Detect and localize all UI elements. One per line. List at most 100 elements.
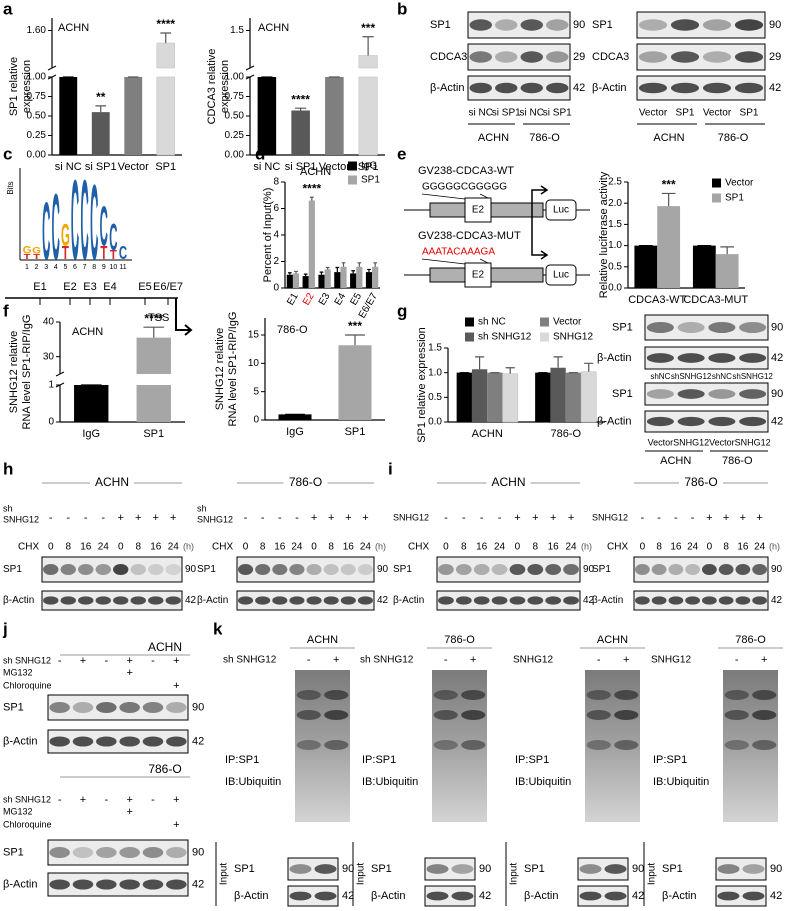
size-label: 29 bbox=[573, 51, 585, 63]
bar bbox=[372, 266, 379, 288]
sign: + bbox=[333, 654, 339, 666]
time-label: 24 bbox=[98, 542, 110, 553]
error-bar bbox=[309, 196, 314, 201]
blot-band bbox=[72, 879, 94, 890]
blot-band bbox=[677, 416, 705, 427]
row-label: β-Actin bbox=[592, 82, 626, 94]
blot-band bbox=[742, 891, 765, 901]
blot bbox=[287, 885, 339, 907]
y-tick-label: 2.5 bbox=[608, 177, 622, 188]
blot-band bbox=[586, 740, 611, 750]
blot-band bbox=[96, 879, 117, 890]
sequence: AAATACAAAGA bbox=[422, 247, 495, 258]
blot-band bbox=[708, 416, 736, 427]
blot-band bbox=[614, 690, 639, 700]
size-label: 42 bbox=[377, 595, 389, 606]
blot-band bbox=[72, 702, 94, 713]
sign: + bbox=[80, 794, 86, 806]
blot-band bbox=[734, 51, 764, 63]
element-box bbox=[464, 197, 492, 223]
sign: - bbox=[674, 512, 678, 524]
panel-letter: c bbox=[3, 144, 12, 163]
bar bbox=[334, 272, 341, 288]
blot-band bbox=[455, 564, 472, 575]
size-label: 90 bbox=[185, 564, 197, 575]
y-tick-label: 15 bbox=[248, 330, 260, 341]
sign: - bbox=[66, 512, 70, 524]
sign: + bbox=[126, 794, 132, 806]
promoter-arrow bbox=[531, 185, 549, 203]
size-label: 90 bbox=[479, 863, 491, 875]
blot-band bbox=[130, 564, 146, 575]
blot-band bbox=[96, 847, 117, 858]
row-label: CDCA3 bbox=[430, 51, 467, 63]
sign: + bbox=[126, 806, 132, 818]
blot-band bbox=[614, 740, 639, 750]
error-bar bbox=[295, 107, 307, 111]
blot-band bbox=[702, 19, 732, 31]
blot-band bbox=[495, 82, 518, 94]
time-label: 16 bbox=[80, 542, 92, 553]
size-label: 90 bbox=[769, 19, 781, 31]
y-tick-label: 1.60 bbox=[27, 25, 47, 36]
size-label: 42 bbox=[583, 595, 595, 606]
treatment-label: sh SNHG12 bbox=[223, 655, 277, 666]
blot-band bbox=[113, 596, 129, 605]
panel-letter: j bbox=[2, 619, 8, 638]
x-tick-label: SP1 bbox=[358, 161, 379, 173]
lane-label: SP1 bbox=[740, 108, 759, 119]
lane-label: SNHG12 bbox=[735, 437, 771, 447]
blot-band bbox=[96, 702, 117, 713]
y-axis-label: RNA level SP1-RIP/IgG bbox=[21, 315, 33, 430]
bar bbox=[292, 273, 300, 288]
unit-label: (h) bbox=[581, 541, 592, 551]
logo-position: 4 bbox=[54, 264, 58, 271]
blot-band bbox=[461, 740, 486, 750]
blot-band bbox=[546, 51, 569, 63]
row-label: β-Actin bbox=[597, 415, 631, 427]
blot-band bbox=[734, 82, 764, 94]
size-label: 42 bbox=[770, 890, 782, 902]
blot-band bbox=[255, 596, 271, 605]
error-bar bbox=[160, 32, 172, 43]
y-tick-label: 1.5 bbox=[230, 25, 244, 36]
blot-band bbox=[604, 891, 627, 901]
axis-break bbox=[47, 65, 57, 71]
x-tick-label: E5 bbox=[348, 291, 364, 307]
logo-position: 3 bbox=[44, 264, 48, 271]
sign: + bbox=[362, 512, 368, 524]
time-label: 0 bbox=[707, 542, 713, 553]
treatment-label: SNHG12 bbox=[197, 514, 233, 524]
blot-band bbox=[718, 596, 734, 605]
ib-label: IB:Ubiquitin bbox=[515, 776, 571, 788]
panel-letter: a bbox=[3, 0, 13, 18]
blot-band bbox=[604, 864, 627, 874]
blot-band bbox=[586, 710, 611, 720]
lane-label: SNHG12 bbox=[673, 437, 709, 447]
row-label: SP1 bbox=[592, 564, 611, 575]
blot-band bbox=[668, 564, 684, 575]
bar bbox=[74, 385, 109, 422]
group-title: 786-O bbox=[735, 634, 766, 646]
time-label: 16 bbox=[548, 542, 560, 553]
y-tick-label: 0.00 bbox=[27, 150, 47, 161]
lane-label: shNC bbox=[712, 372, 732, 381]
y-axis-label: SP1 relative bbox=[8, 57, 20, 116]
sign: - bbox=[58, 794, 62, 806]
sign: + bbox=[328, 512, 334, 524]
blot bbox=[236, 590, 375, 611]
y-tick-label: 1 bbox=[48, 380, 54, 391]
blot-band bbox=[702, 51, 732, 63]
blot-band bbox=[142, 847, 164, 858]
row-label: β-Actin bbox=[234, 890, 268, 902]
bar bbox=[124, 77, 143, 155]
sign: - bbox=[58, 655, 62, 667]
sign: + bbox=[118, 512, 124, 524]
blot-band bbox=[433, 710, 458, 720]
error-bar bbox=[362, 36, 374, 56]
error-bar bbox=[335, 266, 340, 273]
time-label: 8 bbox=[723, 542, 729, 553]
tss-arrow bbox=[175, 298, 193, 336]
blot-band bbox=[668, 596, 684, 605]
size-label: 42 bbox=[632, 890, 644, 902]
